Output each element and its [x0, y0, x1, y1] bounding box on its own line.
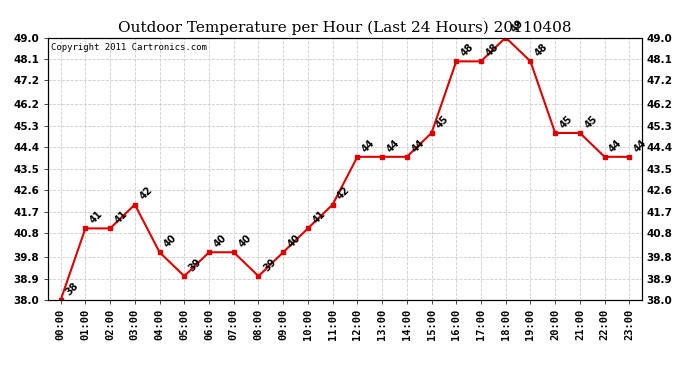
Text: 41: 41	[88, 209, 105, 226]
Text: 42: 42	[335, 185, 352, 202]
Text: 40: 40	[237, 233, 253, 249]
Text: 44: 44	[607, 137, 624, 154]
Text: 38: 38	[63, 280, 80, 297]
Text: Copyright 2011 Cartronics.com: Copyright 2011 Cartronics.com	[51, 43, 207, 52]
Text: 45: 45	[434, 114, 451, 130]
Text: 39: 39	[187, 257, 204, 273]
Text: 44: 44	[360, 137, 377, 154]
Text: 39: 39	[262, 257, 278, 273]
Text: 41: 41	[310, 209, 327, 226]
Text: 40: 40	[212, 233, 228, 249]
Text: 44: 44	[632, 137, 649, 154]
Title: Outdoor Temperature per Hour (Last 24 Hours) 20110408: Outdoor Temperature per Hour (Last 24 Ho…	[118, 21, 572, 35]
Text: 45: 45	[582, 114, 600, 130]
Text: 48: 48	[533, 42, 550, 58]
Text: 49: 49	[509, 18, 525, 35]
Text: 48: 48	[459, 42, 475, 58]
Text: 41: 41	[113, 209, 130, 226]
Text: 48: 48	[484, 42, 500, 58]
Text: 44: 44	[385, 137, 402, 154]
Text: 40: 40	[286, 233, 303, 249]
Text: 40: 40	[162, 233, 179, 249]
Text: 42: 42	[137, 185, 155, 202]
Text: 45: 45	[558, 114, 575, 130]
Text: 44: 44	[410, 137, 426, 154]
